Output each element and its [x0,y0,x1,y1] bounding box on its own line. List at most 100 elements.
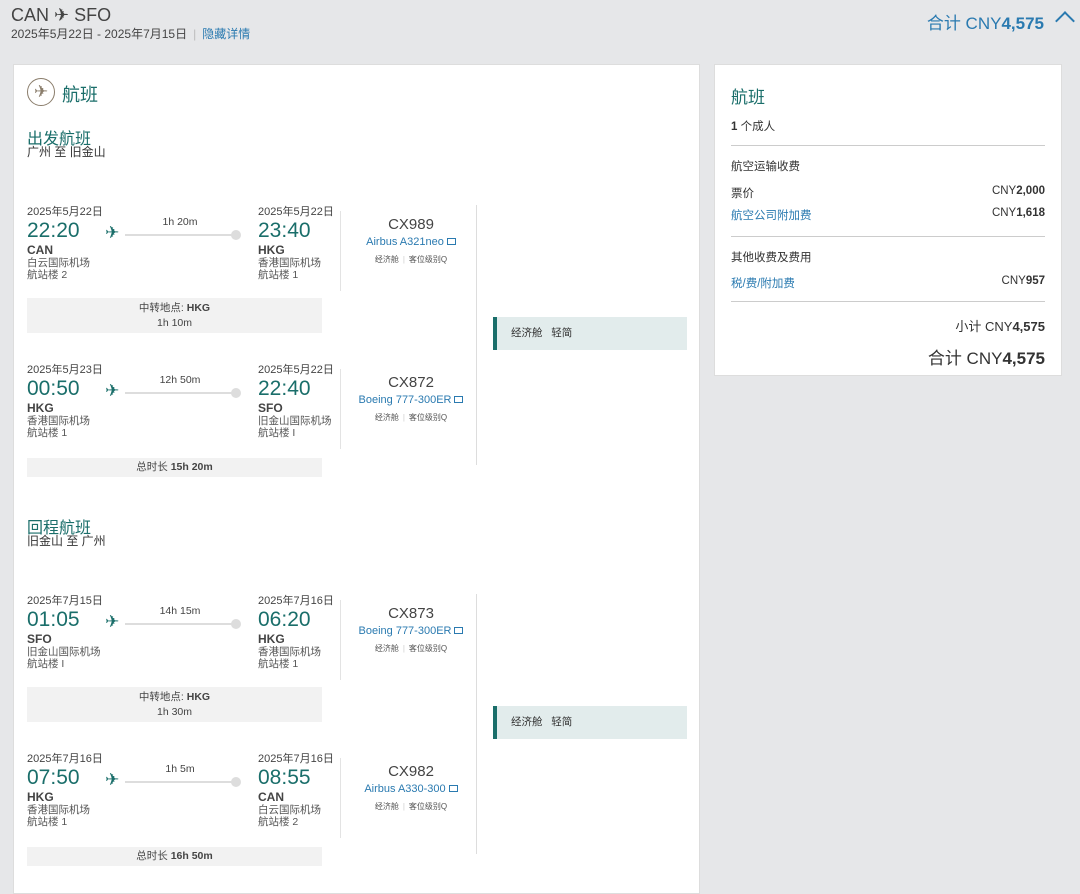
trip-dates: 2025年5月22日 - 2025年7月15日 | 隐藏详情 [11,25,250,42]
destination-code: SFO [74,5,112,25]
text: 2025年7月16日 [258,595,334,607]
text: HKG [186,691,211,703]
departure: 2025年7月15日 01:05 SFO 旧金山国际机场 航站楼 I [27,592,103,670]
text: 中转地点: [138,691,187,703]
text: 旧金山国际机场 [258,415,332,427]
flight-info: CX873 Boeing 777-300ER 经济舱 | 客位级别Q [341,605,481,654]
other-charges-heading: 其他收费及费用 [731,252,812,264]
external-link-icon [454,627,464,634]
text: 2025年5月23日 [27,364,103,376]
cabin-class: 经济舱 [374,644,399,653]
arrival-dot [231,230,241,240]
text: 经济舱 | 客位级别Q [341,801,481,812]
cabin-class: 经济舱 [374,255,399,264]
arrival-dot [231,619,241,629]
arrival: 2025年7月16日 06:20 HKG 香港国际机场 航站楼 1 [258,592,334,670]
arrival-code: SFO [258,401,283,415]
fare-brand: 轻简 [551,716,573,728]
divider [476,205,477,465]
journey-return: 回程航班 旧金山 至 广州 经济舱 轻简 中转地点: HKG 1h 30m 总时长… [14,514,699,894]
header-total[interactable]: 合计 CNY4,575 [927,9,1044,34]
text: 中转地点: HKG [27,301,322,316]
departure-code: SFO [27,632,52,646]
departure: 2025年7月16日 07:50 HKG 香港国际机场 航站楼 1 [27,750,103,828]
text: | [402,802,405,811]
aircraft-link[interactable]: Boeing 777-300ER [341,394,481,406]
fare-cabin: 经济舱 [511,327,543,339]
chevron-up-icon[interactable] [1055,11,1075,31]
subtotal: 小计 CNY4,575 [955,319,1045,334]
tax-link[interactable]: 税/费/附加费 [731,278,795,290]
divider [340,211,341,291]
text: 航站楼 1 [258,269,299,281]
surcharge-link[interactable]: 航空公司附加费 [731,210,812,222]
surcharge-value: CNY1,618 [991,207,1045,219]
route-line [125,623,235,625]
text: 16h 50m [170,850,213,862]
airplane-icon: ✈ [105,381,120,400]
divider: | [193,27,197,41]
aircraft-link[interactable]: Airbus A330-300 [341,783,481,795]
arrival-time: 23:40 [258,219,311,242]
departure-time: 07:50 [27,766,80,789]
text: 2025年5月22日 [258,206,334,218]
text: Airbus A330-300 [364,783,446,795]
flight-info: CX872 Boeing 777-300ER 经济舱 | 客位级别Q [341,374,481,423]
layover-box: 中转地点: HKG 1h 10m [27,298,322,333]
aircraft-link[interactable]: Boeing 777-300ER [341,625,481,637]
fare-brand: 轻简 [551,327,573,339]
external-link-icon [446,238,456,245]
divider [731,145,1045,146]
airplane-icon: ✈ [54,5,70,25]
flight-segment: 2025年5月23日 00:50 HKG 香港国际机场 航站楼 1 ✈ 12h 50m… [27,361,467,449]
text: HKG [186,302,211,314]
text: 2025年5月22日 [27,206,103,218]
airplane-icon: ✈ [105,612,120,631]
divider [731,301,1045,302]
departure: 2025年5月23日 00:50 HKG 香港国际机场 航站楼 1 [27,361,103,439]
text: | [402,255,405,264]
text: 航站楼 1 [27,427,68,439]
departure-time: 22:20 [27,219,80,242]
text: 总时长 [136,850,171,862]
text: 2025年7月16日 [258,753,334,765]
text: Boeing 777-300ER [358,394,452,406]
total-amount: 4,575 [1001,14,1044,33]
text: 15h 20m [170,461,213,473]
segment-duration: 12h 50m [159,374,201,386]
flight-number: CX872 [388,374,434,391]
airplane-icon: ✈ [27,78,55,106]
text: 航站楼 1 [258,658,299,670]
journey-route: 旧金山 至 广州 [27,534,106,548]
summary-title: 航班 [731,88,765,107]
airplane-icon: ✈ [105,770,120,789]
text: 经济舱 | 客位级别Q [341,254,481,265]
price-summary: 航班 1 个成人 航空运输收费 票价 CNY2,000 航空公司附加费 CNY1,6… [714,64,1062,376]
arrival-dot [231,777,241,787]
text: 中转地点: [138,302,187,314]
segment-duration: 14h 15m [159,605,201,617]
text: 白云国际机场 [27,257,90,269]
text: 经济舱 | 客位级别Q [341,643,481,654]
arrival-time: 08:55 [258,766,311,789]
layover-box: 中转地点: HKG 1h 30m [27,687,322,722]
text: 航站楼 2 [27,269,68,281]
fare-family-badge[interactable]: 经济舱 轻简 [493,317,687,350]
text: Boeing 777-300ER [358,625,452,637]
route-line [125,392,235,394]
text: Airbus A321neo [366,236,444,248]
text: 总时长 [136,461,171,473]
surcharge-row: 航空公司附加费 CNY1,618 [731,207,1045,223]
segment-duration: 1h 5m [165,763,195,775]
flights-panel: ✈ 航班 出发航班 广州 至 旧金山 经济舱 轻简 中转地点: HKG 1h 10… [13,64,700,894]
route-line [125,781,235,783]
hide-details-link[interactable]: 隐藏详情 [202,27,251,41]
flight-info: CX989 Airbus A321neo 经济舱 | 客位级别Q [341,216,481,265]
fare-family-badge[interactable]: 经济舱 轻简 [493,706,687,739]
text: | [402,413,405,422]
departure-code: HKG [27,401,54,415]
divider [340,758,341,838]
divider [340,369,341,449]
aircraft-link[interactable]: Airbus A321neo [341,236,481,248]
total-prefix: 合计 CNY [926,14,1002,33]
